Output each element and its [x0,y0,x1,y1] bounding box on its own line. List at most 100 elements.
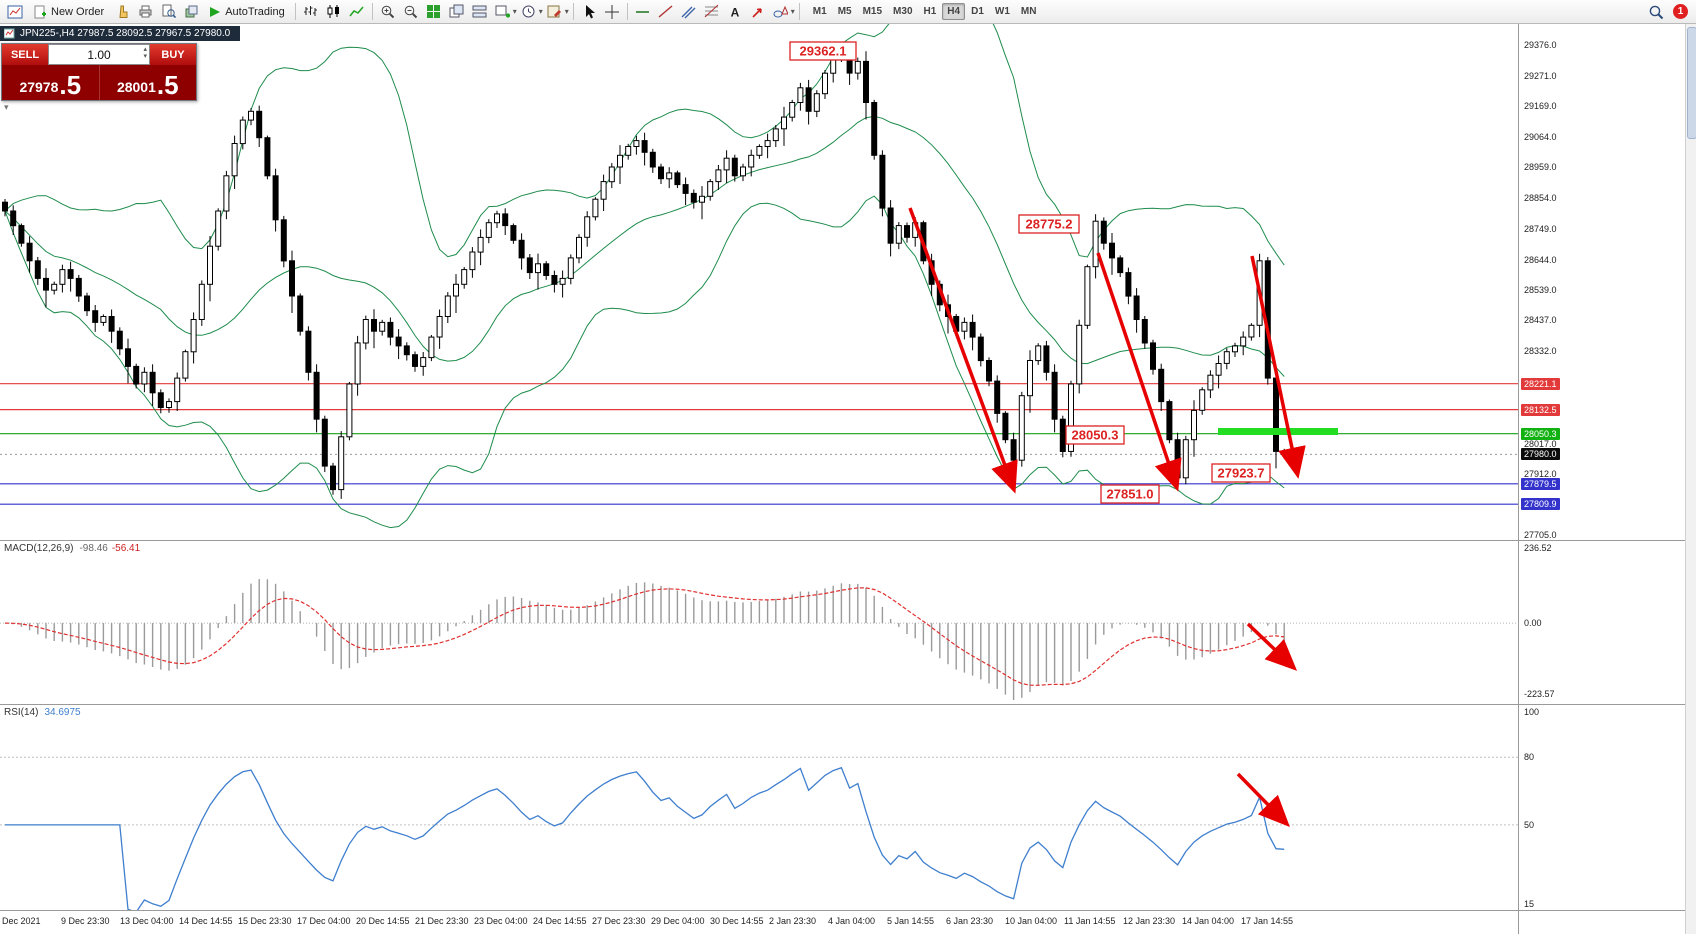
templates-dropdown[interactable]: ▾ [564,7,569,16]
arrange-windows-icon[interactable] [469,2,491,22]
macd-value-signal: -56.41 [111,543,141,554]
cascade-windows-icon[interactable] [446,2,468,22]
shapes-icon[interactable] [770,2,792,22]
trend-arrow[interactable] [1246,622,1298,671]
sell-price[interactable]: 27978.5 [2,65,99,100]
price-annotation[interactable]: 28775.2 [1018,214,1080,234]
equidistant-channel-icon[interactable] [678,2,700,22]
timeframe-h4[interactable]: H4 [942,3,966,20]
rsi-tick: 100 [1524,707,1540,717]
cursor-icon[interactable] [578,2,600,22]
print-preview-icon[interactable] [157,2,179,22]
new-chart-icon[interactable] [492,2,514,22]
price-chart-canvas[interactable]: 29362.1 28775.2 28050.3 27851.0 27923.7 [0,24,1518,540]
layers-icon[interactable] [180,2,202,22]
macd-name: MACD(12,26,9) [4,543,74,554]
rsi-tick: 15 [1524,899,1535,909]
time-tick: 20 Dec 14:55 [356,916,410,926]
tile-windows-icon[interactable] [423,2,445,22]
trend-arrow[interactable] [1236,772,1290,828]
volume-input[interactable]: 1.00 ▴ ▾ [48,44,150,65]
panel-separator[interactable] [0,540,1696,541]
panel-separator[interactable] [0,704,1696,705]
svg-text:27923.7: 27923.7 [1218,466,1265,481]
price-level-chip: 28132.5 [1521,403,1560,416]
price-tick: 29271.0 [1524,70,1557,81]
timeframe-w1[interactable]: W1 [990,3,1015,20]
new-chart-dropdown[interactable]: ▾ [512,7,517,16]
text-tool-icon[interactable]: A [724,2,746,22]
notification-badge[interactable]: 1 [1673,4,1688,19]
chart-title-icon [4,28,15,39]
chart-window-title[interactable]: JPN225-,H4 27987.5 28092.5 27967.5 27980… [0,26,241,41]
timeframe-m1[interactable]: M1 [808,3,832,20]
arrow-tool-icon[interactable] [747,2,769,22]
scrollbar-thumb[interactable] [1687,27,1696,139]
hand-cursor-icon[interactable] [111,2,133,22]
print-icon[interactable] [134,2,156,22]
timeframe-m30[interactable]: M30 [888,3,917,20]
volume-spinner[interactable]: ▴ ▾ [143,46,147,60]
svg-text:A: A [730,5,739,19]
trend-arrow[interactable] [1250,255,1306,479]
search-icon[interactable] [1645,2,1667,22]
shapes-dropdown[interactable]: ▾ [790,7,795,16]
time-tick: 17 Jan 14:55 [1241,916,1294,926]
trend-arrow[interactable] [1096,252,1182,492]
line-chart-icon[interactable] [346,2,368,22]
buy-price[interactable]: 28001.5 [98,65,197,100]
price-annotation[interactable]: 27923.7 [1211,463,1271,483]
price-tick: 29169.0 [1524,100,1557,111]
crosshair-icon[interactable] [601,2,623,22]
bars-chart-icon[interactable] [300,2,322,22]
toolbar-separator [798,3,800,20]
autotrading-button[interactable]: AutoTrading [203,2,291,22]
time-tick: 21 Dec 23:30 [415,916,469,926]
price-tick: 27705.0 [1524,530,1557,540]
templates-icon[interactable] [544,2,566,22]
rsi-panel-canvas[interactable] [0,704,1518,910]
price-annotation[interactable]: 29362.1 [789,41,857,61]
autotrading-label: AutoTrading [225,5,285,18]
sell-button[interactable]: SELL [2,44,48,65]
volume-up-icon[interactable]: ▴ [143,46,147,53]
svg-text:28050.3: 28050.3 [1072,428,1119,443]
buy-button[interactable]: BUY [150,44,196,65]
volume-down-icon[interactable]: ▾ [143,53,147,60]
time-tick: 13 Dec 04:00 [120,916,174,926]
timeframe-m15[interactable]: M15 [858,3,887,20]
trendline-icon[interactable] [655,2,677,22]
price-annotation[interactable]: 27851.0 [1100,484,1160,504]
candles-chart-icon[interactable] [323,2,345,22]
fibonacci-icon[interactable] [701,2,723,22]
trend-arrow[interactable] [908,207,1018,494]
time-axis[interactable]: Dec 2021 9 Dec 23:30 13 Dec 04:00 14 Dec 14… [0,910,1696,935]
price-tick: 28644.0 [1524,254,1557,265]
price-annotation[interactable]: 28050.3 [1065,425,1125,445]
vertical-scrollbar[interactable] [1685,24,1696,934]
price-tick: 28959.0 [1524,162,1557,173]
time-tick: 17 Dec 04:00 [297,916,351,926]
chart-window-icon[interactable] [4,2,26,22]
price-axis[interactable]: 29376.0 29271.0 29169.0 29064.0 28959.0 28854… [1519,24,1685,934]
periods-icon[interactable] [518,2,540,22]
timeframe-d1[interactable]: D1 [966,3,989,20]
periods-dropdown[interactable]: ▾ [538,7,543,16]
new-order-button[interactable]: New Order [27,2,110,22]
price-level-chip: 27980.0 [1521,448,1560,461]
trade-panel-collapse-icon[interactable]: ▾ [4,102,9,112]
timeframe-mn[interactable]: MN [1016,3,1042,20]
timeframe-m5[interactable]: M5 [833,3,857,20]
timeframe-h1[interactable]: H1 [919,3,942,20]
zoom-out-icon[interactable] [400,2,422,22]
zoom-in-icon[interactable] [377,2,399,22]
toolbar-separator [371,3,373,20]
time-tick: 30 Dec 14:55 [710,916,764,926]
time-tick: 24 Dec 14:55 [533,916,587,926]
time-tick: Dec 2021 [2,916,41,926]
price-tick: 28854.0 [1524,193,1557,204]
sell-price-base: 27978 [19,79,59,95]
horizontal-line-icon[interactable] [632,2,654,22]
macd-panel-canvas[interactable] [0,540,1518,704]
